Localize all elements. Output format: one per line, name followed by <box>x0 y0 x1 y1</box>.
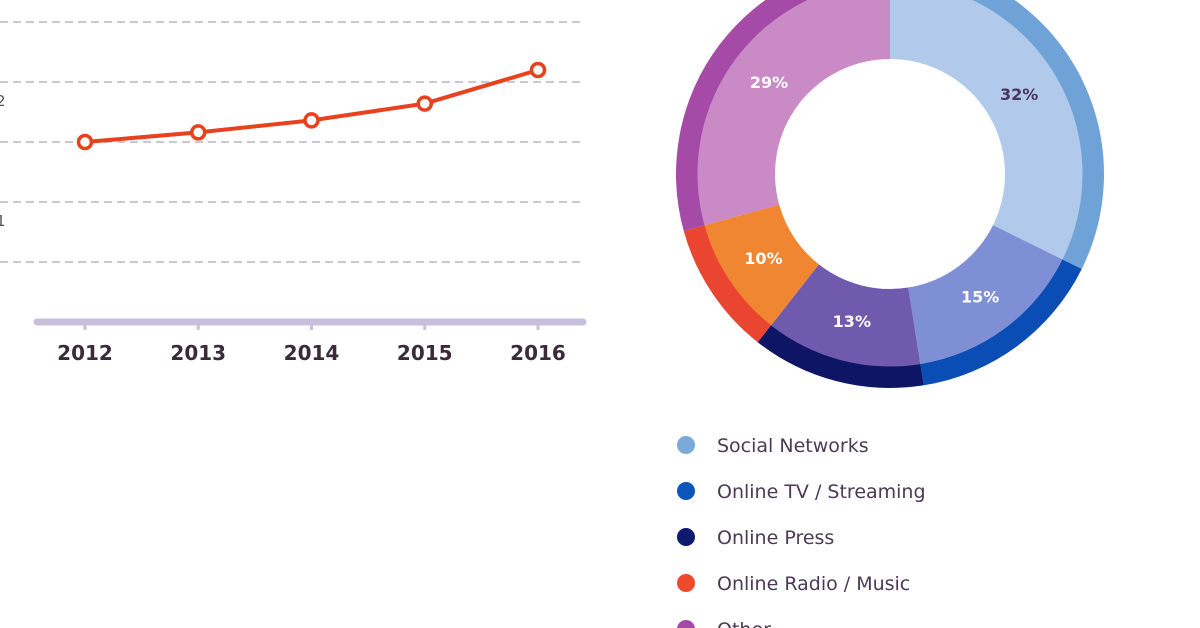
legend-item: Online TV / Streaming <box>677 481 926 503</box>
data-point <box>416 95 433 112</box>
donut-slice <box>890 0 1083 260</box>
legend-swatch <box>677 482 695 500</box>
series-line <box>84 68 539 144</box>
legend-item: Social Networks <box>677 435 869 457</box>
donut-slice <box>908 225 1063 365</box>
donut-slice <box>704 204 819 326</box>
slice-label: 13% <box>833 312 871 331</box>
data-point <box>76 133 94 151</box>
donut-slice-outer <box>920 259 1082 386</box>
legend-label: Other <box>717 619 771 628</box>
legend-label: Online TV / Streaming <box>717 481 926 503</box>
donut-slice <box>697 0 890 226</box>
slice-label: 29% <box>750 73 788 92</box>
y-tick-label: 2 <box>0 92 6 110</box>
x-tick-label: 2013 <box>170 341 226 365</box>
donut-slice-outer <box>683 225 772 343</box>
legend-label: Online Press <box>717 527 834 549</box>
x-tick-label: 2015 <box>397 341 453 365</box>
slice-label: 10% <box>744 249 782 268</box>
donut-chart: 32% 15% 13% 10% 29% <box>676 0 1104 388</box>
slice-label: 32% <box>1000 85 1038 104</box>
slice-label: 15% <box>961 287 999 306</box>
data-point <box>190 124 207 141</box>
donut-slice-outer <box>676 0 810 232</box>
legend-label: Social Networks <box>717 435 869 457</box>
legend-item: Online Radio / Music <box>677 573 910 595</box>
x-tick-label: 2012 <box>57 341 113 365</box>
legend-item: Other <box>677 619 771 628</box>
y-tick-label: 1 <box>0 212 6 230</box>
donut-slice-outer <box>757 324 924 388</box>
x-tick-label: 2014 <box>284 341 340 365</box>
legend-item: Online Press <box>677 527 834 549</box>
legend-swatch <box>677 620 695 628</box>
data-point <box>529 61 547 79</box>
donut-slice <box>771 264 921 367</box>
line-chart: 1 2 2012 2013 2014 2015 2016 <box>0 21 587 365</box>
legend-swatch <box>677 574 695 592</box>
legend-swatch <box>677 528 695 546</box>
legend: Social Networks Online TV / Streaming Onli… <box>677 435 926 628</box>
donut-slice-outer <box>970 0 1104 270</box>
legend-label: Online Radio / Music <box>717 573 910 595</box>
legend-swatch <box>677 436 695 454</box>
data-point <box>303 112 320 129</box>
x-tick-label: 2016 <box>510 341 566 365</box>
